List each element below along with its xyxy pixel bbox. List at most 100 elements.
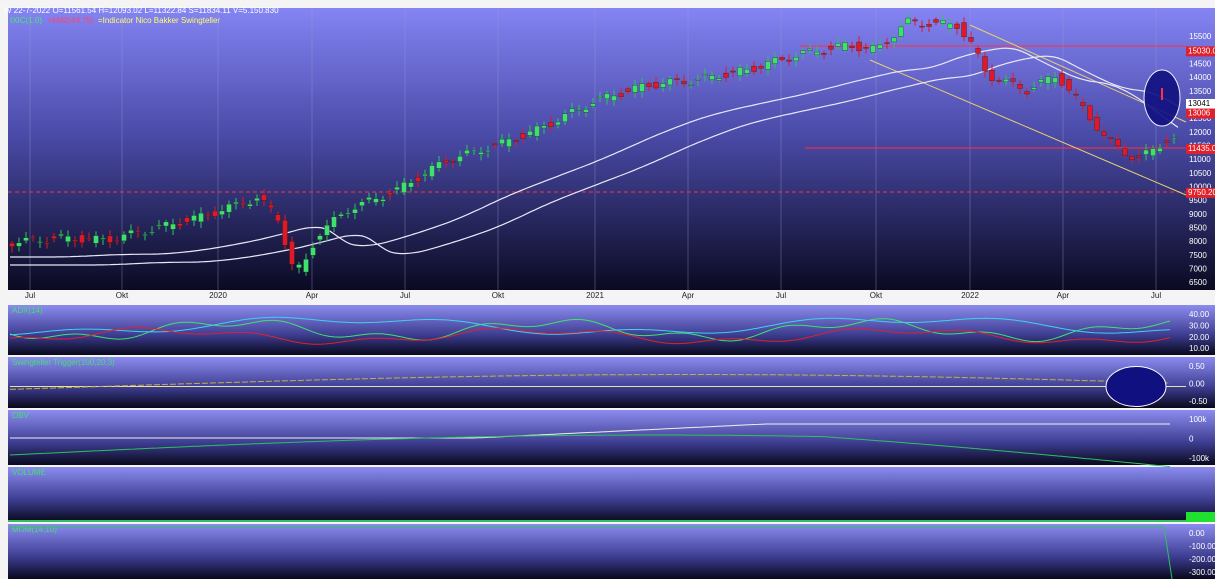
candle-body — [240, 202, 246, 205]
moving-average — [10, 47, 1179, 258]
candle-body — [254, 198, 260, 201]
candle-body — [261, 194, 267, 201]
price-label: 10500 — [1189, 169, 1212, 178]
candle-body — [149, 231, 155, 233]
candle-body — [1143, 149, 1149, 155]
candle-body — [933, 19, 939, 23]
candle-body — [1150, 148, 1156, 156]
indicator-axis-bg — [1186, 305, 1215, 355]
candle-body — [492, 143, 498, 146]
candle-body — [1101, 131, 1107, 136]
candle-body — [226, 203, 232, 213]
candle-body — [198, 212, 204, 223]
candle-body — [1157, 148, 1163, 152]
candle-body — [835, 43, 841, 47]
candle-body — [72, 239, 78, 242]
adx-line — [9, 316, 1171, 336]
candle-body — [968, 37, 974, 42]
candle-body — [30, 237, 36, 239]
candle-body — [1017, 84, 1023, 89]
panel-label: 10.00 — [1189, 344, 1210, 353]
candle-body — [1115, 139, 1121, 147]
candle-body — [401, 182, 407, 193]
candle-body — [394, 186, 400, 190]
candle-body — [625, 88, 631, 92]
candle-body — [142, 234, 148, 236]
candle-body — [765, 61, 771, 70]
candle-body — [268, 204, 274, 208]
candle-body — [380, 199, 386, 202]
candle-body — [1073, 93, 1079, 96]
candle-body — [1129, 156, 1135, 160]
candle-body — [954, 23, 960, 29]
price-label: 8500 — [1189, 223, 1207, 232]
price-label: 14500 — [1189, 59, 1212, 68]
candle-body — [485, 151, 491, 153]
panel-label: 0.00 — [1189, 380, 1205, 389]
candle-body — [555, 121, 561, 126]
indicator-panel — [8, 305, 1186, 355]
candle-body — [93, 235, 99, 244]
candle-body — [1171, 137, 1177, 139]
candle-body — [793, 57, 799, 62]
candle-body — [387, 192, 393, 195]
time-label: Apr — [306, 291, 319, 300]
candle-body — [289, 241, 295, 265]
candle-body — [877, 44, 883, 49]
candle-body — [751, 65, 757, 72]
candle-body — [562, 113, 568, 122]
price-box-label: 13006 — [1188, 109, 1211, 118]
candle-body — [576, 109, 582, 111]
candle-body — [156, 225, 162, 227]
candle-body — [590, 103, 596, 107]
price-box-label: 11435.0 — [1188, 144, 1215, 153]
candle-body — [534, 125, 540, 137]
candle-body — [891, 37, 897, 43]
candle-body — [912, 19, 918, 22]
candle-body — [667, 78, 673, 86]
candle-body — [233, 202, 239, 204]
price-box — [1186, 187, 1215, 198]
candle-body — [940, 20, 946, 24]
candle-body — [177, 223, 183, 227]
candle-body — [681, 81, 687, 85]
panel-label: -200.00 — [1189, 555, 1215, 564]
candle-body — [436, 161, 442, 169]
candle-body — [135, 230, 141, 233]
candle-body — [408, 182, 414, 188]
candle-body — [898, 26, 904, 37]
candle-body — [772, 57, 778, 64]
candle-body — [758, 66, 764, 69]
legend: IXIC(1.0) =M42(44.75) =Indicator Nico Ba… — [10, 16, 220, 25]
candle-body — [16, 242, 22, 247]
candle-body — [275, 214, 281, 222]
candle-body — [975, 48, 981, 54]
adx-line — [9, 326, 1171, 345]
candle-body — [443, 160, 449, 163]
legend-symbol: IXIC(1.0) — [10, 16, 42, 25]
candle-body — [541, 125, 547, 129]
candle-body — [282, 220, 288, 246]
candle-body — [618, 93, 624, 97]
candle-body — [499, 138, 505, 144]
highlight — [1105, 366, 1167, 407]
time-label: Jul — [776, 291, 786, 300]
candle-body — [947, 23, 953, 29]
price-label: 12500 — [1189, 114, 1212, 123]
time-label: Jul — [1151, 291, 1161, 300]
candle-body — [961, 22, 967, 38]
candle-body — [1052, 77, 1058, 83]
candle-body — [247, 204, 253, 207]
panel-label: 100k — [1189, 415, 1207, 424]
candle-body — [1080, 102, 1086, 106]
candle-body — [23, 237, 29, 241]
candle-body — [688, 84, 694, 86]
indicator-panel — [8, 467, 1186, 522]
time-label: Okt — [492, 291, 505, 300]
candle-body — [884, 42, 890, 44]
time-label: 2021 — [586, 291, 604, 300]
candle-body — [107, 235, 113, 243]
indicator-panel — [8, 357, 1186, 408]
candle-body — [191, 215, 197, 221]
candle-body — [1024, 91, 1030, 95]
